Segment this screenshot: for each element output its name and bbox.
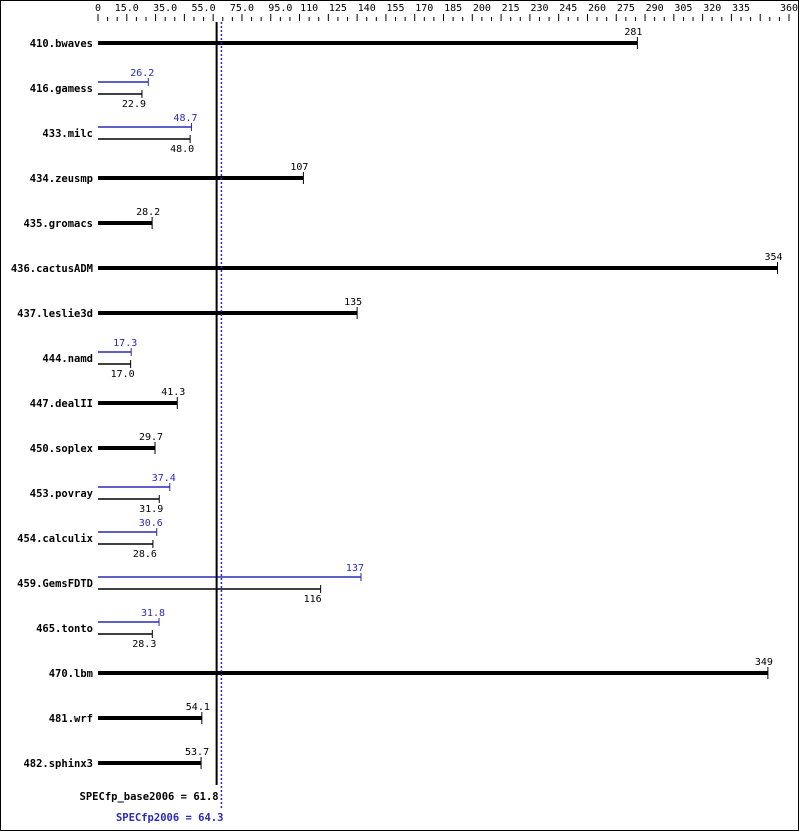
- benchmark-label: 465.tonto: [36, 623, 93, 635]
- value-label-peak: 30.6: [139, 518, 163, 529]
- benchmark-label: 435.gromacs: [23, 218, 93, 230]
- value-label-base: 116: [304, 594, 322, 605]
- benchmark-label: 433.milc: [42, 128, 93, 140]
- value-label-base: 22.9: [122, 99, 146, 110]
- x-tick-label: 110: [300, 3, 318, 14]
- x-tick-label: 155: [386, 3, 404, 14]
- value-label-base: 48.0: [170, 144, 194, 155]
- x-tick-label: 35.0: [153, 3, 177, 14]
- x-tick-label: 305: [674, 3, 692, 14]
- value-label: 281: [624, 27, 642, 38]
- x-tick-label: 260: [588, 3, 606, 14]
- x-axis: 0 15.0 35.0 55.0 75.0 95.0 110 125 140 155 170 185 2…: [95, 3, 798, 21]
- x-tick-label: 0: [95, 3, 101, 14]
- value-label: 54.1: [186, 702, 210, 713]
- value-label-peak: 37.4: [152, 473, 176, 484]
- x-tick-label: 215: [502, 3, 520, 14]
- benchmark-label: 450.soplex: [30, 443, 94, 455]
- value-label-peak: 137: [346, 563, 364, 574]
- x-tick-label: 185: [444, 3, 462, 14]
- value-label-peak: 17.3: [113, 338, 137, 349]
- x-tick-label: 125: [329, 3, 347, 14]
- benchmark-label: 437.leslie3d: [17, 308, 93, 320]
- value-label: 41.3: [161, 387, 185, 398]
- base-reference-label: SPECfp_base2006 = 61.8: [80, 791, 219, 803]
- x-tick-label: 200: [473, 3, 491, 14]
- benchmark-label: 416.gamess: [30, 83, 93, 95]
- benchmark-label: 481.wrf: [49, 713, 93, 725]
- x-tick-label: 320: [703, 3, 721, 14]
- peak-reference-label: SPECfp2006 = 64.3: [116, 812, 223, 824]
- x-tick-label: 95.0: [268, 3, 292, 14]
- x-tick-label: 75.0: [230, 3, 254, 14]
- benchmark-label: 454.calculix: [17, 533, 94, 545]
- x-tick-label: 15.0: [115, 3, 139, 14]
- benchmark-label: 436.cactusADM: [11, 263, 93, 275]
- value-label: 107: [290, 162, 308, 173]
- benchmark-label: 459.GemsFDTD: [17, 578, 93, 590]
- benchmark-label: 482.sphinx3: [23, 758, 93, 770]
- value-label-peak: 31.8: [141, 608, 165, 619]
- benchmark-label: 444.namd: [42, 353, 93, 365]
- value-label-peak: 26.2: [130, 68, 154, 79]
- value-label-peak: 48.7: [173, 113, 197, 124]
- x-tick-label: 170: [415, 3, 433, 14]
- value-label-base: 28.3: [132, 639, 156, 650]
- x-tick-label: 140: [358, 3, 376, 14]
- x-tick-label: 230: [530, 3, 548, 14]
- benchmark-label: 434.zeusmp: [30, 173, 93, 185]
- value-label-base: 28.6: [133, 549, 157, 560]
- value-label-base: 17.0: [111, 369, 135, 380]
- reference-lines: SPECfp_base2006 = 61.8 SPECfp2006 = 64.3: [80, 22, 223, 824]
- x-tick-label: 55.0: [192, 3, 216, 14]
- value-label: 354: [764, 252, 782, 263]
- value-label-base: 31.9: [139, 504, 163, 515]
- value-label: 53.7: [185, 747, 209, 758]
- x-tick-label: 245: [559, 3, 577, 14]
- x-tick-label: 335: [732, 3, 750, 14]
- value-label: 135: [344, 297, 362, 308]
- benchmark-label: 410.bwaves: [30, 38, 93, 50]
- x-tick-label: 275: [617, 3, 635, 14]
- benchmark-label: 470.lbm: [49, 668, 93, 680]
- bars: 410.bwaves 281 416.gamess 26.2 22.9 433.milc 4…: [11, 27, 783, 770]
- value-label: 349: [755, 657, 773, 668]
- x-tick-label: 360: [780, 3, 798, 14]
- x-tick-label: 290: [646, 3, 664, 14]
- value-label: 28.2: [136, 207, 160, 218]
- benchmark-label: 447.dealII: [30, 398, 93, 410]
- value-label: 29.7: [139, 432, 163, 443]
- benchmark-label: 453.povray: [30, 488, 94, 500]
